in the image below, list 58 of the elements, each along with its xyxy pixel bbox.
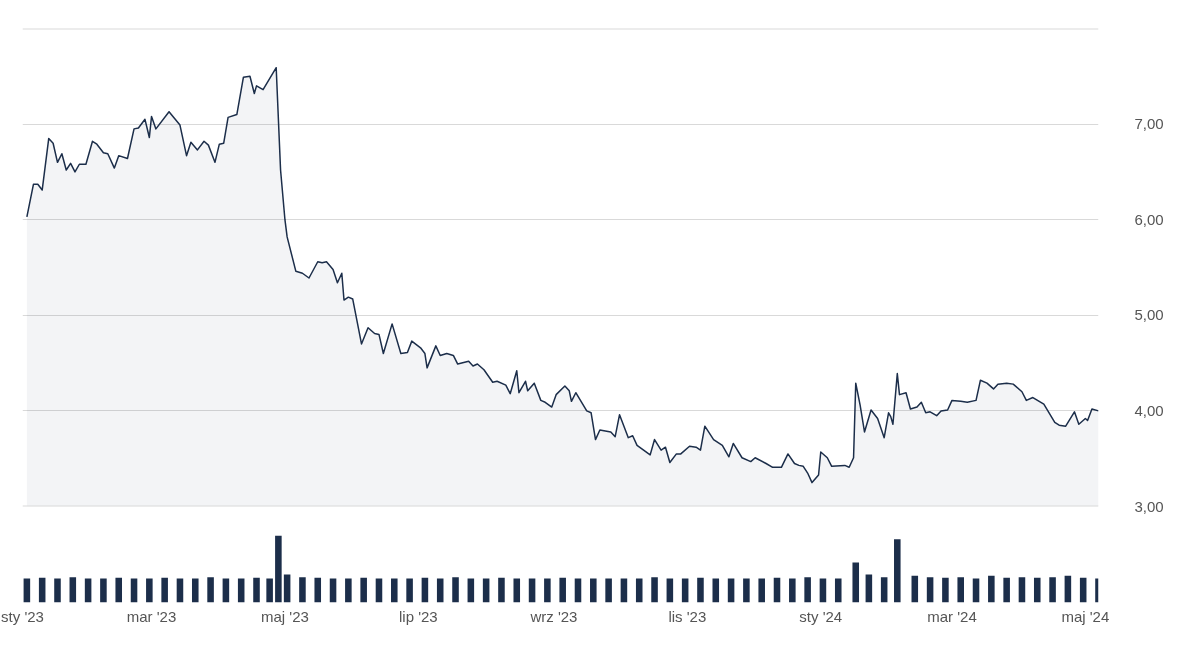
bar (605, 578, 612, 603)
bar (789, 578, 796, 603)
x-tick-label: mar '24 (927, 607, 977, 625)
bar (299, 577, 306, 603)
bar (314, 577, 322, 603)
x-tick-label: wrz '23 (529, 607, 578, 625)
bar (957, 577, 964, 603)
y-tick-label: 3,00 (1134, 497, 1164, 515)
bar (146, 578, 153, 603)
bar (834, 578, 842, 603)
bar (942, 577, 949, 603)
bar (712, 578, 720, 603)
bar (345, 578, 352, 603)
x-tick-label: sty '24 (799, 607, 843, 625)
bar (253, 577, 260, 603)
bar (1018, 577, 1026, 603)
x-tick-label: maj '24 (1061, 607, 1110, 625)
bar (406, 578, 413, 603)
bar (988, 575, 995, 603)
bar (852, 562, 860, 603)
bar (880, 577, 888, 603)
bar (926, 577, 934, 603)
bar (207, 577, 214, 603)
bar (743, 578, 750, 603)
x-tick-label: lip '23 (398, 607, 438, 625)
y-tick-label: 5,00 (1134, 306, 1164, 324)
bar (191, 578, 199, 603)
bar (544, 578, 551, 603)
x-tick-label: maj '23 (261, 607, 309, 625)
bar (559, 577, 566, 603)
x-tick-label: sty '23 (1, 607, 44, 625)
bar (697, 577, 704, 603)
bar (115, 577, 123, 603)
bar (275, 535, 282, 603)
y-tick-label: 6,00 (1134, 210, 1164, 228)
bar (590, 578, 597, 603)
bar (758, 578, 765, 603)
bar (452, 577, 459, 603)
bar (894, 539, 901, 603)
bar (69, 577, 77, 603)
bar (100, 578, 107, 603)
bar (1049, 577, 1056, 603)
bar (1033, 577, 1041, 603)
x-tick-label: lis '23 (668, 607, 707, 625)
bar (635, 578, 643, 603)
y-tick-label: 7,00 (1134, 115, 1164, 133)
x-tick-label: mar '23 (126, 607, 177, 625)
bar (1003, 577, 1010, 603)
bar (651, 577, 658, 603)
y-tick-label: 4,00 (1134, 401, 1164, 419)
bar (161, 577, 168, 603)
bar (266, 578, 273, 603)
bar (498, 577, 505, 603)
bar (360, 577, 367, 603)
bar (513, 578, 521, 603)
bar (391, 578, 398, 603)
bar (54, 578, 61, 603)
bar (804, 577, 811, 603)
